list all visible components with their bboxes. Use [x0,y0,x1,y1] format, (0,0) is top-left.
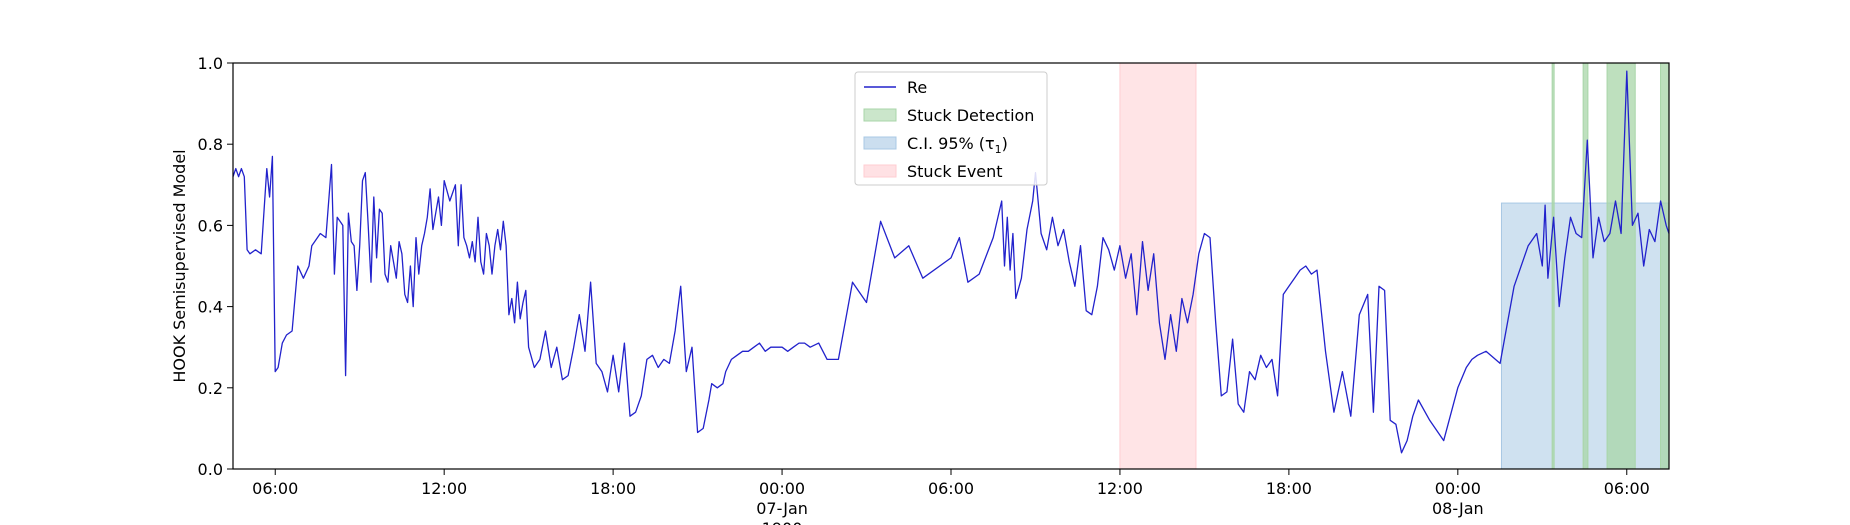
shaded-regions [1119,62,1670,470]
x-tick-label: 18:00 [590,479,636,498]
legend-label-subscript: 1 [995,143,1002,156]
y-axis-label: HOOK Semisupervised Model [170,149,189,382]
legend-label-suffix: ) [1002,134,1008,153]
x-tick-label: 06:00 [1604,479,1650,498]
y-tick-label: 0.0 [198,460,223,479]
stuck-detection-region [1606,62,1636,470]
series-line-re [232,70,1670,454]
legend-patch-swatch [863,164,897,178]
y-tick-label: 1.0 [198,54,223,73]
legend-label: C.I. 95% (τ1) [907,134,1008,156]
y-tick-label: 0.6 [198,216,223,235]
y-tick-label: 0.8 [198,135,223,154]
stuck-event-region [1119,62,1197,470]
x-tick-date-label: 08-Jan [1432,499,1484,518]
x-tick-year-label: 1900 [762,519,803,525]
x-tick-label: 12:00 [1097,479,1143,498]
stuck-detection-region [1582,62,1589,470]
legend-label: Stuck Event [907,162,1003,181]
stuck-detection-region [1660,62,1670,470]
legend-patch-swatch [863,108,897,122]
x-tick-label: 00:00 [759,479,805,498]
series-lines [232,70,1670,454]
legend-label: Re [907,78,927,97]
y-tick-label: 0.4 [198,298,223,317]
x-tick-label: 18:00 [1266,479,1312,498]
x-tick-date-label: 07-Jan [756,499,808,518]
x-tick-label: 06:00 [252,479,298,498]
legend: Re Stuck Detection C.I. 95% (τ1) Stuck Even… [854,71,1048,186]
y-axis: 0.0 0.2 0.4 0.6 0.8 1.0 [198,54,233,479]
legend-patch-swatch [863,136,897,150]
y-tick-label: 0.2 [198,379,223,398]
legend-box [854,71,1048,186]
x-axis: 06:0012:0018:0000:0007-Jan190006:0012:00… [252,469,1650,525]
x-tick-label: 06:00 [928,479,974,498]
x-tick-label: 12:00 [421,479,467,498]
stuck-detection-region [1551,62,1555,470]
x-tick-label: 00:00 [1435,479,1481,498]
legend-label: Stuck Detection [907,106,1034,125]
